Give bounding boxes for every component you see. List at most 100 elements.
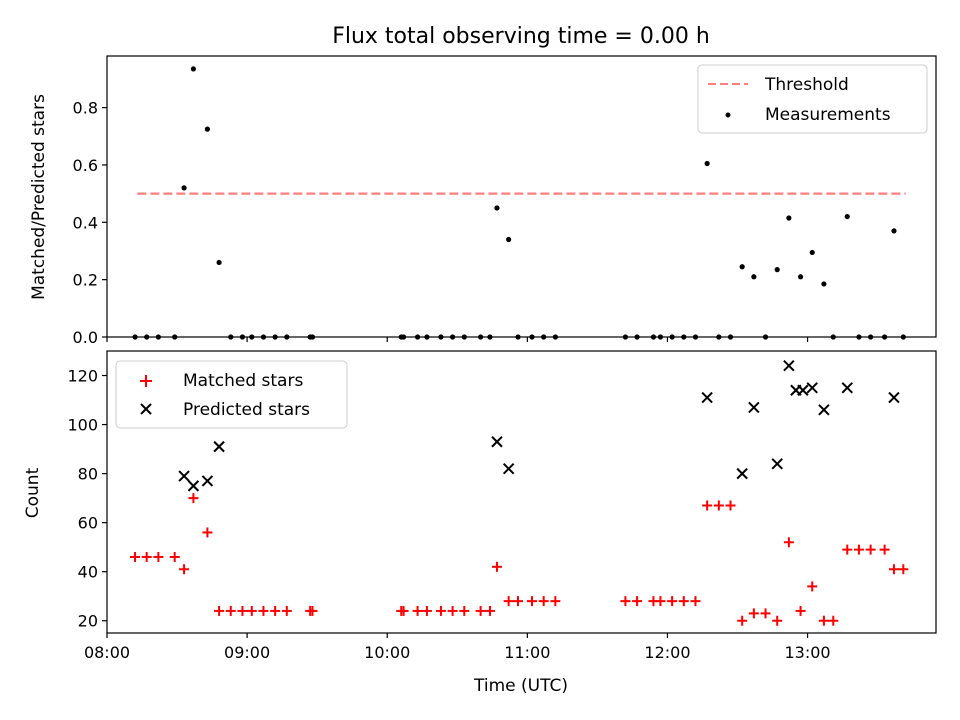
count-x-tick-label: 13:00 xyxy=(785,643,831,662)
matched-star-point xyxy=(421,605,432,616)
matched-star-point xyxy=(550,596,561,607)
count-x-tick-label: 12:00 xyxy=(644,643,690,662)
predicted-star-point xyxy=(491,436,503,448)
count-y-tick-label: 100 xyxy=(67,416,98,435)
ratio-y-tick-label: 0.6 xyxy=(73,156,98,175)
predicted-star-point xyxy=(818,404,830,416)
count-y-tick-label: 120 xyxy=(67,367,98,386)
matched-star-point xyxy=(702,500,713,511)
matched-star-point xyxy=(475,605,486,616)
count-x-tick-label: 10:00 xyxy=(364,643,410,662)
predicted-star-point xyxy=(748,401,760,414)
ratio-y-tick-label: 0.8 xyxy=(73,99,98,118)
matched-star-point xyxy=(678,596,689,607)
count-y-tick-label: 40 xyxy=(78,563,98,582)
matched-star-point xyxy=(690,596,701,607)
predicted-star-point xyxy=(201,475,214,487)
matched-star-point xyxy=(853,544,864,555)
measurement-point xyxy=(181,185,187,191)
matched-star-point xyxy=(818,615,829,626)
matched-star-point xyxy=(398,605,409,616)
measurement-point xyxy=(704,160,710,167)
measurement-point xyxy=(774,267,780,273)
count-panel: 08:00 09:00 10:00 11:00 12:00 13:00 20 40 60 80 1… xyxy=(23,350,937,696)
matched-star-point xyxy=(632,596,643,607)
count-marks xyxy=(130,360,909,626)
matched-star-point xyxy=(512,596,523,607)
matched-star-point xyxy=(459,605,470,616)
measurement-point xyxy=(751,274,757,280)
predicted-star-point xyxy=(797,384,809,396)
predicted-star-point xyxy=(213,440,225,453)
ratio-y-tick-label: 0.0 xyxy=(73,328,98,347)
predicted-star-point xyxy=(187,480,200,492)
matched-star-point xyxy=(888,564,899,575)
matched-star-point xyxy=(807,581,818,592)
matched-star-point xyxy=(179,564,190,575)
matched-star-point xyxy=(153,551,164,562)
legend-matched-swatch xyxy=(140,375,152,387)
count-x-tick-label: 11:00 xyxy=(504,643,550,662)
predicted-star-point xyxy=(806,382,818,394)
legend-predicted-label: Predicted stars xyxy=(183,400,310,420)
legend-measurements-label: Measurements xyxy=(765,105,891,125)
matched-star-point xyxy=(270,605,281,616)
matched-star-point xyxy=(865,544,876,555)
matched-star-point xyxy=(491,561,502,572)
matched-star-point xyxy=(527,596,538,607)
count-legend-box xyxy=(115,360,348,429)
ratio-panel: 0.00.20.40.60.8 Matched/Predicted stars … xyxy=(29,55,937,347)
matched-star-point xyxy=(412,605,423,616)
predicted-star-point xyxy=(841,382,853,394)
matched-star-point xyxy=(169,551,180,562)
matched-star-point xyxy=(828,615,839,626)
matched-star-point xyxy=(281,605,292,616)
matched-star-point xyxy=(898,564,909,575)
matched-star-point xyxy=(484,605,495,616)
matched-star-point xyxy=(783,537,794,548)
matched-star-point xyxy=(725,500,736,511)
legend-measurements-swatch xyxy=(725,112,731,118)
matched-star-point xyxy=(130,551,141,562)
matched-star-point xyxy=(772,615,783,626)
matched-star-point xyxy=(842,544,853,555)
measurement-point xyxy=(739,264,745,270)
matched-star-point xyxy=(307,605,318,616)
matched-star-point xyxy=(447,605,458,616)
matched-star-point xyxy=(795,605,806,616)
matched-star-point xyxy=(202,527,213,538)
ratio-y-tick-label: 0.2 xyxy=(73,271,98,290)
ratio-y-tick-label: 0.4 xyxy=(73,213,98,232)
measurement-point xyxy=(506,236,512,243)
matched-star-point xyxy=(879,544,890,555)
matched-star-point xyxy=(760,608,771,619)
measurement-point xyxy=(891,228,897,234)
matched-star-point xyxy=(246,605,257,616)
count-axes-frame xyxy=(106,350,937,634)
matched-star-point xyxy=(237,605,248,616)
measurement-point xyxy=(190,66,197,72)
legend-predicted-swatch xyxy=(140,403,152,415)
ratio-legend: Threshold Measurements xyxy=(697,64,928,134)
matched-star-point xyxy=(713,500,724,511)
legend-threshold-label: Threshold xyxy=(764,75,849,95)
predicted-star-point xyxy=(502,462,515,475)
matched-star-point xyxy=(258,605,269,616)
ratio-x-ticks xyxy=(106,337,809,342)
ratio-axes-frame xyxy=(106,55,937,338)
measurement-point xyxy=(786,215,792,221)
matched-star-point xyxy=(667,596,678,607)
predicted-star-point xyxy=(771,458,783,470)
measurement-point xyxy=(494,205,500,211)
matched-star-point xyxy=(188,493,199,504)
predicted-star-point xyxy=(736,467,748,480)
matched-star-point xyxy=(214,605,225,616)
matched-star-point xyxy=(141,551,152,562)
chart-title: Flux total observing time = 0.00 h xyxy=(332,24,710,49)
matched-star-point xyxy=(225,605,236,616)
matched-star-point xyxy=(620,596,631,607)
predicted-star-point xyxy=(888,391,900,404)
predicted-star-point xyxy=(178,470,190,482)
ratio-y-ticks: 0.0 0.2 0.4 0.6 0.8 xyxy=(73,99,107,347)
